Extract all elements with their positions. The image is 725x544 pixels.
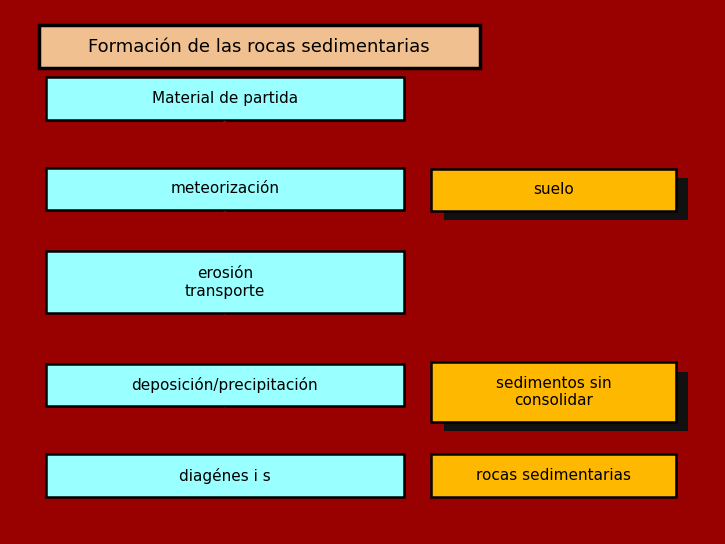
Text: sedimentos sin
consolidar: sedimentos sin consolidar — [496, 376, 611, 409]
FancyBboxPatch shape — [46, 364, 404, 406]
FancyBboxPatch shape — [444, 178, 688, 220]
FancyBboxPatch shape — [431, 454, 676, 497]
Text: diagénes i s: diagénes i s — [179, 468, 270, 484]
FancyBboxPatch shape — [46, 454, 404, 497]
Text: suelo: suelo — [534, 182, 574, 197]
FancyBboxPatch shape — [46, 77, 404, 120]
FancyBboxPatch shape — [444, 372, 688, 431]
Text: meteorización: meteorización — [170, 181, 279, 196]
FancyBboxPatch shape — [46, 251, 404, 313]
Text: deposición/precipitación: deposición/precipitación — [131, 377, 318, 393]
Text: Material de partida: Material de partida — [152, 91, 298, 106]
FancyBboxPatch shape — [38, 26, 480, 68]
Text: rocas sedimentarias: rocas sedimentarias — [476, 468, 631, 483]
FancyBboxPatch shape — [46, 168, 404, 210]
Text: erosión
transporte: erosión transporte — [185, 266, 265, 299]
FancyBboxPatch shape — [431, 169, 676, 211]
Text: Formación de las rocas sedimentarias: Formación de las rocas sedimentarias — [88, 38, 430, 55]
FancyBboxPatch shape — [431, 362, 676, 422]
